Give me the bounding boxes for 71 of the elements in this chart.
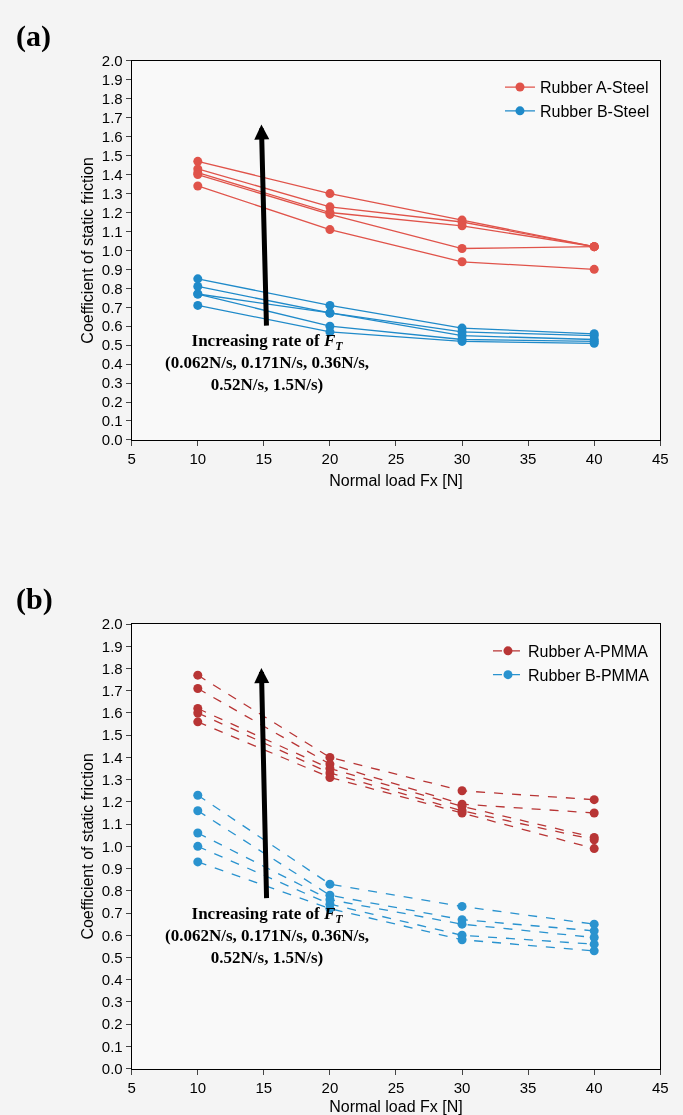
x-tick-label: 30	[453, 1078, 471, 1096]
x-axis-title: Normal load Fx [N]	[329, 471, 463, 489]
chart-title: (b)	[16, 582, 53, 616]
y-tick-label: 0.0	[101, 431, 123, 449]
x-tick-label: 25	[387, 449, 405, 467]
y-tick-label: 0.4	[101, 355, 123, 373]
y-tick-label: 1.3	[101, 770, 123, 788]
y-tick-label: 1.0	[101, 241, 123, 259]
y-tick-label: 1.1	[101, 815, 123, 833]
legend-label: Rubber B-PMMA	[527, 666, 650, 684]
y-tick-label: 0.6	[101, 926, 123, 944]
y-tick-label: 0.7	[101, 298, 123, 316]
x-tick-label: 30	[453, 449, 471, 467]
y-tick-label: 0.7	[101, 904, 123, 922]
y-tick-label: 1.2	[101, 793, 123, 811]
x-tick-label: 40	[585, 449, 603, 467]
y-axis-title: Coefficient of static friction	[78, 753, 96, 940]
x-tick-label: 20	[321, 449, 339, 467]
legend-label: Rubber A-PMMA	[527, 643, 649, 661]
x-tick-label: 45	[651, 1078, 669, 1096]
x-tick-label: 15	[255, 1078, 273, 1096]
y-tick-label: 1.4	[101, 748, 123, 766]
y-tick-label: 1.5	[101, 146, 123, 164]
legend-label: Rubber A-Steel	[539, 79, 649, 97]
x-tick-label: 5	[127, 1078, 136, 1096]
x-tick-label: 35	[519, 1078, 537, 1096]
x-tick-label: 5	[127, 449, 136, 467]
y-tick-label: 1.2	[101, 203, 123, 221]
y-tick-label: 1.8	[101, 90, 123, 108]
x-tick-label: 10	[189, 1078, 207, 1096]
x-tick-label: 45	[651, 449, 669, 467]
x-tick-label: 35	[519, 449, 537, 467]
y-tick-label: 1.9	[101, 637, 123, 655]
y-tick-label: 0.2	[101, 393, 123, 411]
y-tick-label: 0.3	[101, 993, 123, 1011]
y-tick-label: 1.9	[101, 71, 123, 89]
x-tick-label: 10	[189, 449, 207, 467]
y-tick-label: 1.0	[101, 837, 123, 855]
y-tick-label: 2.0	[101, 52, 123, 70]
x-axis-title: Normal load Fx [N]	[329, 1098, 463, 1115]
chart-title: (a)	[16, 19, 51, 53]
y-axis-title: Coefficient of static friction	[78, 157, 96, 344]
y-tick-label: 0.4	[101, 971, 123, 989]
x-tick-label: 20	[321, 1078, 339, 1096]
y-tick-label: 1.1	[101, 222, 123, 240]
y-tick-label: 0.0	[101, 1059, 123, 1077]
y-tick-label: 0.5	[101, 948, 123, 966]
y-tick-label: 1.6	[101, 127, 123, 145]
y-tick-label: 0.9	[101, 260, 123, 278]
annotation: Increasing rate of F$_{T}$ (0.062N/s, 0.171N/s, 0.36N/s, 0.52N/s, 1.5N/s)	[165, 331, 370, 395]
y-tick-label: 0.8	[101, 279, 123, 297]
y-tick-label: 1.7	[101, 682, 123, 699]
x-tick-label: 25	[387, 1078, 405, 1096]
y-tick-label: 1.7	[101, 109, 123, 127]
y-tick-label: 0.9	[101, 859, 123, 877]
y-tick-label: 1.3	[101, 184, 123, 202]
y-tick-label: 0.5	[101, 336, 123, 354]
y-tick-label: 1.8	[101, 659, 123, 677]
y-tick-label: 1.4	[101, 165, 123, 183]
x-tick-label: 15	[255, 449, 273, 467]
y-tick-label: 2.0	[101, 615, 123, 633]
y-tick-label: 0.2	[101, 1015, 123, 1033]
x-tick-label: 40	[585, 1078, 603, 1096]
legend-label: Rubber B-Steel	[539, 103, 650, 121]
y-tick-label: 0.6	[101, 317, 123, 335]
y-tick-label: 0.1	[101, 412, 123, 430]
y-tick-label: 1.5	[101, 726, 123, 744]
y-tick-label: 0.3	[101, 374, 123, 392]
y-tick-label: 0.8	[101, 882, 123, 900]
y-tick-label: 1.6	[101, 704, 123, 722]
y-tick-label: 0.1	[101, 1037, 123, 1055]
